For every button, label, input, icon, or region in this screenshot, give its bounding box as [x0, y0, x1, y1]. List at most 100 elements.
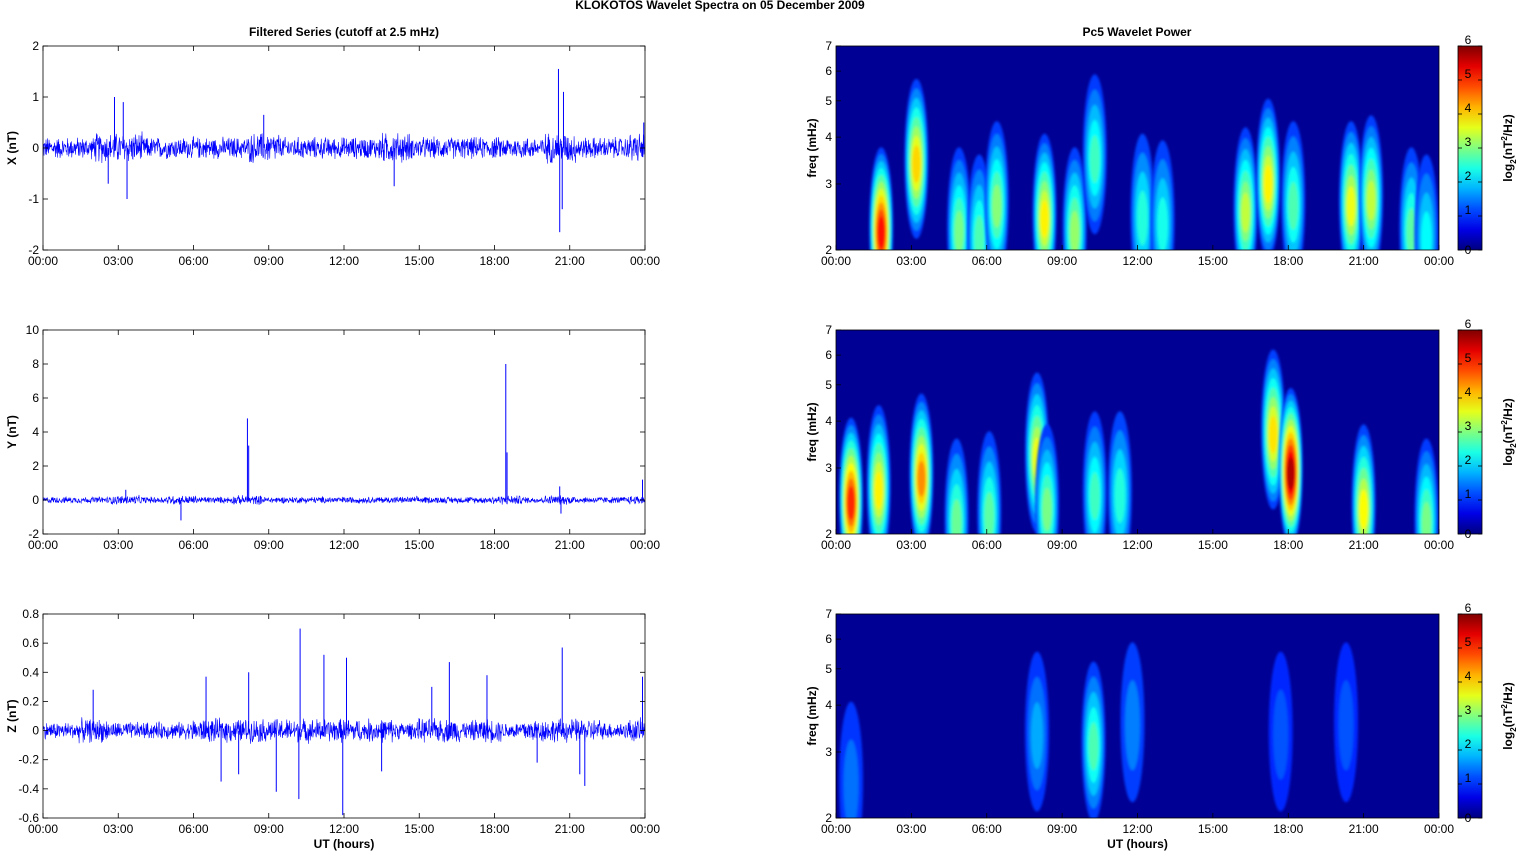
series-ytick-label-0: -0.6 — [18, 811, 39, 825]
wavelet-xtick-label-8: 00:00 — [1424, 822, 1454, 836]
series-ytick-label-4: 6 — [32, 391, 39, 405]
series-xtick-label-6: 18:00 — [479, 254, 509, 268]
colorbar-tick-label-4: 4 — [1465, 669, 1472, 683]
wavelet-xtick-label-6: 18:00 — [1273, 822, 1303, 836]
wavelet-blob-6 — [1062, 147, 1087, 250]
colorbar-tick-label-6: 6 — [1465, 33, 1472, 47]
colorbar-tick-label-1: 1 — [1465, 487, 1472, 501]
wavelet-panel-2: 00:00 03:00 06:00 09:00 12:00 15:00 18:00 21:00… — [805, 601, 1518, 851]
wavelet-blob-9 — [1261, 349, 1286, 510]
colorbar-tick-label-6: 6 — [1465, 601, 1472, 615]
series-ylabel: X (nT) — [5, 131, 19, 165]
series-ytick-label-7: 0.8 — [22, 607, 39, 621]
colorbar-tick-label-2: 2 — [1465, 169, 1472, 183]
colorbar-tick-label-4: 4 — [1465, 385, 1472, 399]
wavelet-xtick-label-5: 15:00 — [1198, 538, 1228, 552]
series-xtick-label-2: 06:00 — [178, 538, 208, 552]
colorbar-label-part: log — [1501, 448, 1515, 466]
wavelet-blob-5 — [1032, 133, 1057, 250]
series-plot-area — [43, 330, 645, 534]
series-ytick-label-2: -0.2 — [18, 753, 39, 767]
wavelet-ytick-label-2: 4 — [825, 698, 832, 712]
colorbar-label-part: log — [1501, 164, 1515, 182]
wavelet-ytick-label-3: 5 — [825, 94, 832, 108]
wavelet-xtick-label-2: 06:00 — [972, 822, 1002, 836]
wavelet-blob-12 — [1281, 121, 1306, 250]
wavelet-ytick-label-1: 3 — [825, 745, 832, 759]
series-ytick-label-1: 0 — [32, 493, 39, 507]
wavelet-ylabel: freq (mHz) — [805, 118, 819, 177]
series-xtick-label-2: 06:00 — [178, 822, 208, 836]
colorbar-tick-label-3: 3 — [1465, 419, 1472, 433]
colorbar-label-part: 2 — [1509, 727, 1518, 732]
wavelet-blob-9 — [1150, 140, 1175, 250]
series-ytick-label-3: 1 — [32, 90, 39, 104]
series-xlabel: UT (hours) — [314, 837, 375, 851]
series-panel-0: 00:00 03:00 06:00 09:00 12:00 15:00 18:00 21:00… — [5, 39, 660, 268]
wavelet-panel-1: 00:00 03:00 06:00 09:00 12:00 15:00 18:00 21:00… — [805, 317, 1518, 552]
wavelet-xtick-label-7: 21:00 — [1349, 538, 1379, 552]
series-xtick-label-1: 03:00 — [103, 538, 133, 552]
colorbar-tick-label-0: 0 — [1465, 527, 1472, 541]
series-xtick-label-3: 09:00 — [254, 538, 284, 552]
series-xtick-label-7: 21:00 — [555, 822, 585, 836]
wavelet-blob-0 — [839, 417, 864, 534]
wavelet-blob-12 — [1414, 438, 1439, 534]
wavelet-xlabel: UT (hours) — [1107, 837, 1168, 851]
wavelet-blob-1 — [1025, 651, 1049, 812]
figure-title: KLOKOTOS Wavelet Spectra on 05 December … — [575, 0, 865, 12]
series-trace — [43, 131, 645, 164]
series-xtick-label-7: 21:00 — [555, 254, 585, 268]
series-xtick-label-4: 12:00 — [329, 538, 359, 552]
colorbar-tick-label-5: 5 — [1465, 635, 1472, 649]
colorbar-label-part: 2 — [1509, 443, 1518, 448]
colorbar-label-part: /Hz) — [1501, 114, 1515, 136]
series-xtick-label-8: 00:00 — [630, 538, 660, 552]
series-ytick-label-5: 8 — [32, 357, 39, 371]
wavelet-panel-0: 00:00 03:00 06:00 09:00 12:00 15:00 18:00 21:00… — [805, 33, 1518, 268]
series-ylabel: Y (nT) — [5, 415, 19, 449]
wavelet-ytick-label-2: 4 — [825, 130, 832, 144]
colorbar-label-part: log — [1501, 732, 1515, 750]
wavelet-ylabel: freq (mHz) — [805, 402, 819, 461]
wavelet-xtick-label-4: 12:00 — [1122, 254, 1152, 268]
colorbar-label-part: (nT — [1501, 140, 1515, 159]
colorbar-tick-label-0: 0 — [1465, 811, 1472, 825]
wavelet-xtick-label-2: 06:00 — [972, 254, 1002, 268]
colorbar-label-part: 2 — [1500, 420, 1509, 425]
wavelet-blob-5 — [1334, 642, 1359, 803]
wavelet-blob-10 — [1233, 127, 1258, 250]
wavelet-xtick-label-3: 09:00 — [1047, 538, 1077, 552]
wavelet-xtick-label-8: 00:00 — [1424, 538, 1454, 552]
wavelet-blob-16 — [1414, 154, 1439, 250]
series-xtick-label-5: 15:00 — [404, 254, 434, 268]
colorbar-tick-label-1: 1 — [1465, 203, 1472, 217]
colorbar-tick-label-1: 1 — [1465, 771, 1472, 785]
wavelet-ytick-label-2: 4 — [825, 414, 832, 428]
wavelet-blob-3 — [967, 154, 992, 250]
wavelet-ytick-label-4: 6 — [825, 348, 832, 362]
wavelet-blob-7 — [1082, 74, 1107, 235]
wavelet-blob-10 — [1278, 387, 1303, 534]
series-panel-1: 00:00 03:00 06:00 09:00 12:00 15:00 18:00 21:00… — [5, 323, 660, 552]
series-ytick-label-2: 2 — [32, 459, 39, 473]
wavelet-ylabel: freq (mHz) — [805, 686, 819, 745]
series-trace — [43, 494, 645, 505]
series-panel-2: 00:00 03:00 06:00 09:00 12:00 15:00 18:00 21:00… — [5, 607, 660, 851]
series-xtick-label-5: 15:00 — [404, 538, 434, 552]
series-xtick-label-0: 00:00 — [28, 822, 58, 836]
wavelet-xtick-label-3: 09:00 — [1047, 822, 1077, 836]
wavelet-blobs — [839, 349, 1439, 534]
wavelet-xtick-label-0: 00:00 — [821, 538, 851, 552]
wavelet-blob-2 — [1120, 642, 1145, 803]
colorbar-label: log2(nT2/Hz) — [1500, 398, 1518, 466]
series-ytick-label-1: -1 — [28, 192, 39, 206]
series-trace — [43, 717, 645, 744]
wavelet-ytick-label-5: 7 — [825, 323, 832, 337]
colorbar-label-part: (nT — [1501, 424, 1515, 443]
series-xtick-label-4: 12:00 — [329, 822, 359, 836]
series-xtick-label-4: 12:00 — [329, 254, 359, 268]
